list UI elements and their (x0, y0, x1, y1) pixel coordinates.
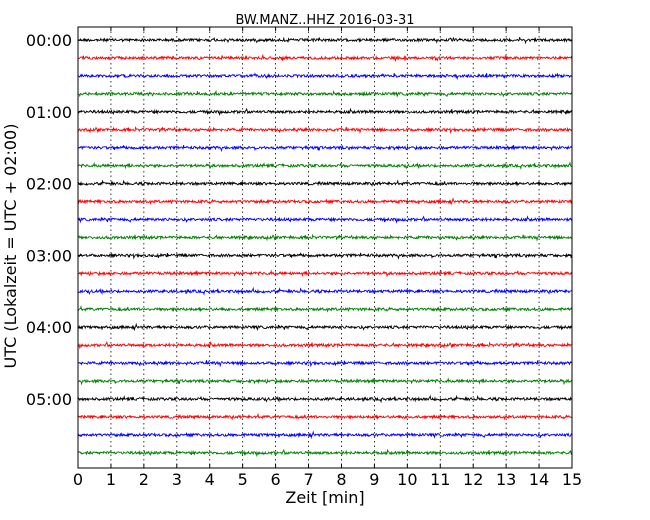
trace-02-15 (77, 197, 573, 206)
trace-04-45 (77, 377, 572, 386)
plot-frame (77, 26, 573, 469)
trace-03-00 (77, 252, 573, 260)
trace-05-00 (77, 394, 572, 404)
trace-01-15 (77, 126, 573, 135)
trace-03-45 (77, 304, 573, 313)
trace-05-30 (77, 430, 572, 440)
x-axis-label: Zeit [min] (285, 488, 364, 507)
x-tick-label: 13 (496, 470, 516, 489)
trace-03-30 (77, 286, 573, 296)
y-axis-label: UTC (Lokalzeit = UTC + 02:00) (1, 124, 20, 369)
x-tick-label: 1 (106, 470, 116, 489)
x-tick-label: 8 (336, 470, 346, 489)
x-tick-label: 7 (303, 470, 313, 489)
trace-00-45 (77, 89, 573, 98)
x-tick-label: 4 (205, 470, 215, 489)
x-tick-label: 14 (529, 470, 549, 489)
x-tick-label: 0 (73, 470, 83, 489)
y-tick-label: 01:00 (26, 103, 72, 122)
trace-05-45 (77, 448, 573, 458)
x-tick-label: 2 (139, 470, 149, 489)
x-tick-label: 11 (430, 470, 450, 489)
y-tick-label: 04:00 (26, 318, 72, 337)
x-tick-label: 9 (369, 470, 379, 489)
trace-03-15 (77, 269, 573, 278)
trace-01-30 (77, 144, 573, 153)
trace-04-15 (77, 340, 572, 350)
trace-01-00 (77, 107, 573, 117)
chart-title: BW.MANZ..HHZ 2016-03-31 (235, 13, 414, 28)
y-tick-label: 05:00 (26, 390, 72, 409)
trace-04-00 (77, 322, 572, 332)
x-tick-label: 6 (271, 470, 281, 489)
trace-00-30 (77, 72, 573, 81)
trace-02-00 (77, 179, 573, 187)
trace-00-15 (77, 53, 573, 63)
trace-04-30 (77, 359, 573, 368)
y-tick-label: 00:00 (26, 31, 72, 50)
y-tick-label: 02:00 (26, 175, 72, 194)
ticks: 0 1 2 3 4 5 6 7 8 9 10 11 12 13 14 1500:0001:0002:0003:… (26, 27, 582, 489)
x-tick-label: 12 (463, 470, 483, 489)
x-tick-label: 3 (172, 470, 182, 489)
x-tick-label: 10 (397, 470, 417, 489)
trace-01-45 (77, 161, 572, 171)
x-tick-label: 15 (562, 470, 582, 489)
trace-00-00 (77, 36, 573, 45)
trace-02-45 (77, 233, 573, 242)
gridlines (110, 27, 540, 468)
traces (77, 36, 573, 458)
trace-02-30 (77, 215, 573, 224)
trace-05-15 (77, 412, 573, 421)
x-tick-label: 5 (238, 470, 248, 489)
y-tick-label: 03:00 (26, 246, 72, 265)
